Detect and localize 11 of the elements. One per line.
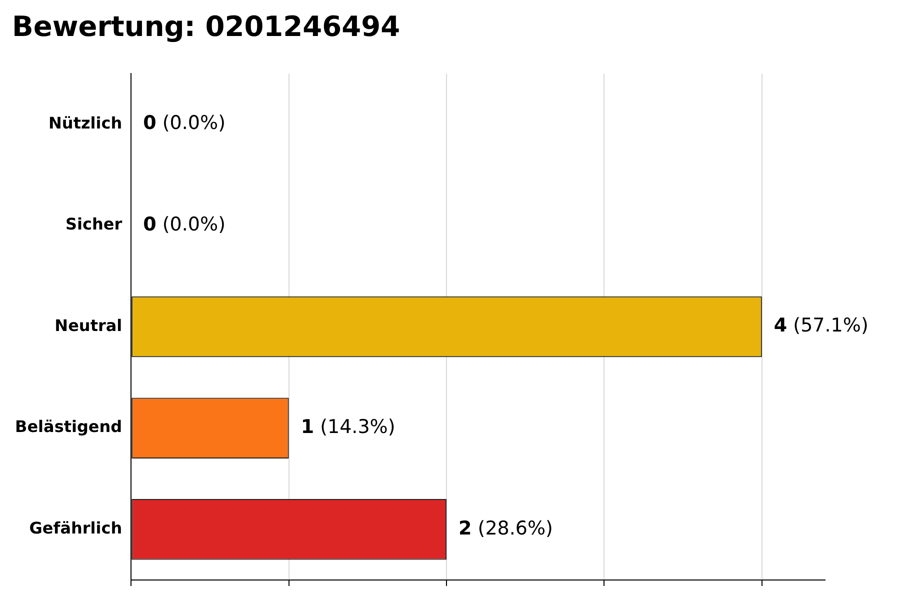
data-label: 2 (28.6%) xyxy=(458,517,553,540)
y-tick-label: Belästigend xyxy=(14,417,122,436)
y-tick-label: Neutral xyxy=(54,316,122,335)
data-label: 0 (0.0%) xyxy=(143,213,226,236)
chart-title: Bewertung: 0201246494 xyxy=(12,10,400,44)
data-label: 0 (0.0%) xyxy=(143,112,226,134)
data-label: 1 (14.3%) xyxy=(300,416,396,438)
y-tick-label: Nützlich xyxy=(48,113,122,132)
y-tick-label: Gefährlich xyxy=(29,518,122,538)
data-label: 4 (57.1%) xyxy=(774,314,868,337)
y-tick-label: Sicher xyxy=(66,214,122,234)
